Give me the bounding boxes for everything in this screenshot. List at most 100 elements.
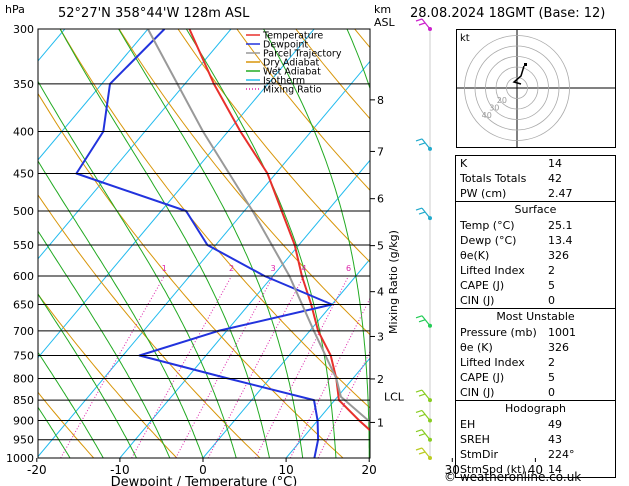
- km-tick-label: 8: [377, 94, 384, 107]
- surface-key: Temp (°C): [460, 219, 515, 232]
- pressure-tick-label: 550: [13, 239, 34, 252]
- datetime-title: 28.08.2024 18GMT (Base: 12): [410, 6, 606, 21]
- most-unstable-row: CIN (J) 0: [456, 385, 615, 400]
- legend-label: Dry Adiabat: [263, 58, 320, 69]
- most-unstable-value: 326: [548, 341, 569, 354]
- pressure-tick-label: 450: [13, 168, 34, 181]
- surface-value: 5: [548, 279, 555, 292]
- isotherm-line: [38, 29, 149, 161]
- hodograph-ring: [506, 77, 528, 99]
- hodograph-value: 43: [548, 433, 562, 446]
- most-unstable-key: Pressure (mb): [460, 326, 537, 339]
- wind-barb: [415, 207, 431, 219]
- most-unstable-section: Pressure (mb) 1001 θe (K) 326 Lifted Index 2 C…: [456, 325, 615, 400]
- hodograph-ring: [495, 66, 539, 110]
- legend-label: Mixing Ratio: [263, 85, 322, 96]
- surface-row: Temp (°C) 25.1: [456, 218, 615, 233]
- hodograph-value: 14: [548, 463, 562, 476]
- index-value: 42: [548, 172, 562, 185]
- wind-barb: [415, 409, 431, 421]
- mixing-ratio-label: 1: [162, 264, 167, 273]
- hodograph-row: StmDir 224°: [456, 447, 615, 462]
- dry-adiabat-line: [236, 29, 370, 191]
- location-title: 52°27'N 358°44'W 128m ASL: [58, 6, 250, 21]
- surface-value: 2: [548, 264, 555, 277]
- wind-barb-dot: [428, 27, 432, 31]
- most-unstable-row: CAPE (J) 5: [456, 370, 615, 385]
- hodograph-ring-label: 40: [482, 111, 492, 120]
- mixing-ratio-axis-label: Mixing Ratio (g/kg): [387, 230, 400, 334]
- lcl-label: LCL: [384, 391, 405, 404]
- most-unstable-key: θe (K): [460, 341, 493, 354]
- surface-section: Temp (°C) 25.1 Dewp (°C) 13.4 θe(K) 326 Lifted…: [456, 218, 615, 308]
- surface-section-title: Surface: [456, 201, 615, 218]
- x-tick-label: 20: [362, 463, 377, 477]
- most-unstable-value: 5: [548, 371, 555, 384]
- wet-adiabat-line: [38, 80, 237, 458]
- km-tick-label: 5: [377, 240, 384, 253]
- hodograph-storm-marker: [524, 63, 527, 66]
- legend-label: Isotherm: [263, 76, 305, 87]
- legend-label: Wet Adiabat: [263, 67, 321, 78]
- surface-key: θe(K): [460, 249, 490, 262]
- pressure-tick-label: 650: [13, 299, 34, 312]
- hodograph-ring-label: 30: [489, 104, 499, 113]
- index-key: Totals Totals: [460, 172, 527, 185]
- series-parcel-trajectory: [147, 29, 370, 424]
- index-row: Totals Totals 42: [456, 171, 615, 186]
- km-tick-label: 3: [377, 330, 384, 343]
- isotherm-line: [38, 60, 370, 458]
- wind-barb-dot: [428, 418, 432, 423]
- wind-barb-dot: [428, 323, 432, 328]
- pressure-tick-label: 500: [13, 205, 34, 218]
- dry-adiabat-line: [177, 29, 370, 263]
- legend-label: Dewpoint: [263, 40, 308, 51]
- hodograph-row: EH 49: [456, 417, 615, 432]
- hodograph-value: 224°: [548, 448, 575, 461]
- wind-barb-dot: [428, 216, 432, 221]
- km-tick-label: 7: [377, 145, 384, 158]
- wind-barb-dot: [428, 437, 432, 442]
- indices-table: K 14 Totals Totals 42 PW (cm) 2.47 Surface Te…: [455, 155, 616, 478]
- hodograph-trace: [512, 65, 525, 85]
- surface-row: Lifted Index 2: [456, 263, 615, 278]
- wind-barb: [415, 315, 431, 327]
- mixing-ratio-line: [60, 275, 165, 458]
- surface-key: CAPE (J): [460, 279, 505, 292]
- wet-adiabat-line: [38, 351, 104, 458]
- wind-barb-dot: [428, 146, 432, 151]
- isotherm-line: [619, 29, 629, 458]
- most-unstable-value: 2: [548, 356, 555, 369]
- hpa-label: hPa: [5, 3, 25, 16]
- pressure-tick-label: 600: [13, 270, 34, 283]
- hodograph-section: EH 49 SREH 43 StmDir 224° StmSpd (kt) 14: [456, 417, 615, 477]
- surface-row: CAPE (J) 5: [456, 278, 615, 293]
- pressure-tick-label: 900: [13, 415, 34, 428]
- x-tick-label: -10: [110, 463, 130, 477]
- index-value: 2.47: [548, 187, 573, 200]
- x-tick-label: 40: [528, 463, 543, 477]
- mixing-ratio-line: [369, 457, 370, 458]
- hodograph-ring: [485, 56, 549, 120]
- x-tick-label: 0: [199, 463, 207, 477]
- pressure-tick-label: 350: [13, 78, 34, 91]
- copyright-footer: © weatheronline.co.uk: [444, 470, 582, 484]
- surface-row: θe(K) 326: [456, 248, 615, 263]
- pressure-tick-label: 950: [13, 434, 34, 447]
- pressure-tick-label: 850: [13, 394, 34, 407]
- mixing-ratio-label: 6: [346, 264, 351, 273]
- indices-top-section: K 14 Totals Totals 42 PW (cm) 2.47: [456, 156, 615, 201]
- most-unstable-row: θe (K) 326: [456, 340, 615, 355]
- wet-adiabat-line: [429, 29, 450, 458]
- hodograph-row: StmSpd (kt) 14: [456, 462, 615, 477]
- km-tick-label: 1: [377, 416, 384, 429]
- wind-barb-dot: [428, 398, 432, 403]
- surface-row: CIN (J) 0: [456, 293, 615, 308]
- dry-adiabat-line: [38, 391, 95, 458]
- legend-label: Parcel Trajectory: [263, 49, 342, 60]
- index-key: K: [460, 157, 468, 170]
- index-key: PW (cm): [460, 187, 507, 200]
- hodograph-key: StmDir: [460, 448, 499, 461]
- wind-barb-dot: [428, 456, 432, 460]
- pressure-tick-label: 1000: [6, 452, 34, 465]
